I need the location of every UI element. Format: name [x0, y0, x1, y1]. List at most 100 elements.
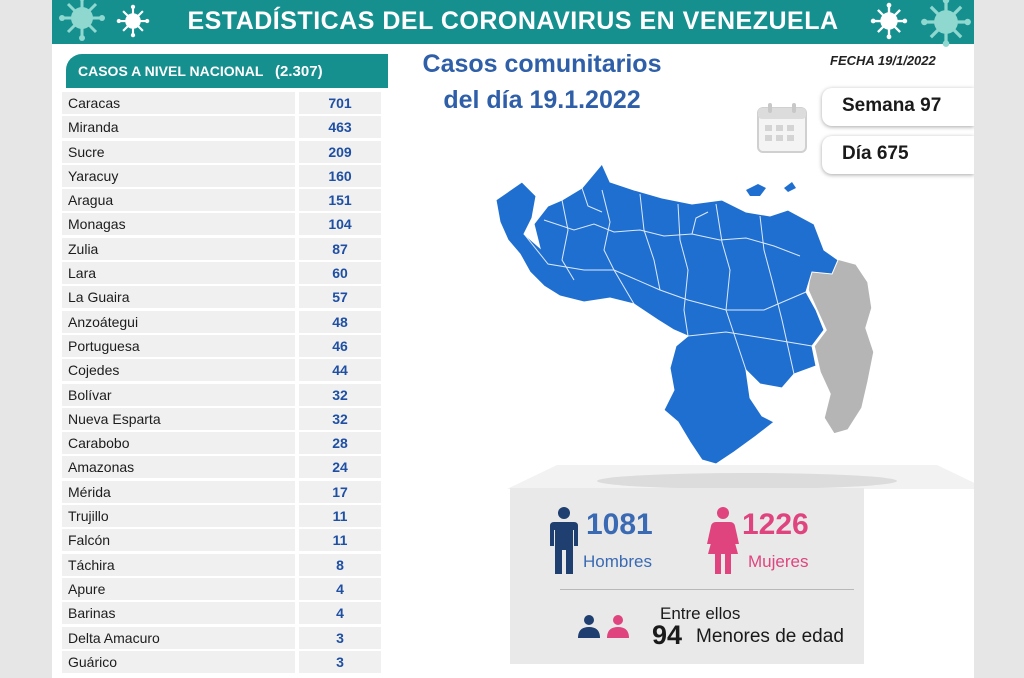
state-name: La Guaira — [62, 286, 295, 309]
state-row: Carabobo 28 — [62, 432, 390, 456]
left-margin-strip — [0, 0, 52, 678]
state-count: 46 — [299, 334, 381, 357]
men-label: Hombres — [583, 552, 652, 571]
state-row: Aragua 151 — [62, 189, 390, 213]
state-name: Portuguesa — [62, 334, 295, 357]
state-count: 48 — [299, 310, 381, 333]
state-row: Mérida 17 — [62, 480, 390, 505]
state-count: 11 — [299, 505, 381, 528]
state-row: Lara 60 — [62, 262, 390, 286]
state-count: 3 — [299, 626, 381, 649]
state-count: 24 — [299, 456, 381, 479]
state-name: Mérida — [62, 480, 295, 503]
venezuela-map — [495, 163, 875, 465]
state-name: Falcón — [62, 529, 295, 552]
margarita-island — [746, 184, 766, 196]
title-line-1: Casos comunitarios — [422, 50, 662, 78]
state-name: Trujillo — [62, 505, 295, 528]
week-badge: Semana 97 — [822, 88, 974, 126]
state-name: Yaracuy — [62, 164, 295, 187]
state-row: Anzoátegui 48 — [62, 310, 390, 335]
state-name: Monagas — [62, 213, 295, 236]
state-row: Caracas 701 — [62, 92, 390, 116]
women-count: 1226 — [742, 508, 809, 541]
state-name: Nueva Esparta — [62, 407, 295, 430]
state-row: Amazonas 24 — [62, 456, 390, 480]
national-cases-label: CASOS A NIVEL NACIONAL — [78, 63, 264, 79]
state-name: Carabobo — [62, 432, 295, 455]
state-row: Barinas 4 — [62, 602, 390, 626]
state-row: Monagas 104 — [62, 213, 390, 237]
state-count: 151 — [299, 189, 381, 212]
day-badge: Día 675 — [822, 136, 974, 174]
state-count: 11 — [299, 529, 381, 552]
map-platform — [507, 465, 974, 489]
state-row: Cojedes 44 — [62, 359, 390, 383]
state-count: 32 — [299, 383, 381, 406]
state-count: 17 — [299, 480, 381, 503]
state-count: 60 — [299, 262, 381, 285]
state-name: Aragua — [62, 189, 295, 212]
stats-divider — [560, 589, 854, 590]
state-name: Zulia — [62, 237, 295, 260]
title-line-2: del día 19.1.2022 — [443, 86, 641, 114]
state-row: Delta Amacuro 3 — [62, 626, 390, 651]
state-name: Bolívar — [62, 383, 295, 406]
national-cases-panel: CASOS A NIVEL NACIONAL (2.307) Caracas 70… — [62, 54, 390, 678]
state-count: 44 — [299, 359, 381, 382]
state-name: Delta Amacuro — [62, 626, 295, 649]
man-icon — [550, 507, 578, 574]
gender-stats-box: 1081 Hombres 1226 Mujeres Entre ellos 94… — [510, 488, 864, 664]
state-count: 57 — [299, 286, 381, 309]
state-row: Portuguesa 46 — [62, 334, 390, 359]
state-name: Lara — [62, 262, 295, 285]
women-label: Mujeres — [748, 552, 809, 571]
national-cases-total: (2.307) — [275, 63, 323, 80]
state-name: Guárico — [62, 650, 295, 673]
state-borders — [523, 187, 813, 375]
banner-title: ESTADÍSTICAS DEL CORONAVIRUS EN VENEZUEL… — [187, 7, 839, 35]
state-row: Yaracuy 160 — [62, 164, 390, 189]
state-name: Cojedes — [62, 359, 295, 382]
woman-icon — [707, 507, 739, 574]
state-count: 28 — [299, 432, 381, 455]
men-count: 1081 — [586, 508, 653, 541]
state-name: Caracas — [62, 92, 295, 114]
state-row: Guárico 3 — [62, 650, 390, 675]
national-cases-header: CASOS A NIVEL NACIONAL (2.307) — [66, 54, 388, 88]
state-name: Sucre — [62, 140, 295, 163]
title-banner: ESTADÍSTICAS DEL CORONAVIRUS EN VENEZUEL… — [52, 0, 974, 47]
venezuela-mainland — [495, 163, 839, 465]
minors-label: Menores de edad — [696, 626, 844, 647]
state-name: Miranda — [62, 116, 295, 139]
date-label: FECHA 19/1/2022 — [830, 53, 936, 68]
state-name: Táchira — [62, 553, 295, 576]
state-row: Zulia 87 — [62, 237, 390, 262]
virus-icon — [116, 4, 150, 38]
states-table: Caracas 701 Miranda 463 Sucre 209 Yaracuy 160 Ar… — [62, 92, 390, 675]
state-count: 463 — [299, 116, 381, 139]
state-count: 8 — [299, 553, 381, 576]
state-count: 209 — [299, 140, 381, 163]
state-row: Táchira 8 — [62, 553, 390, 578]
state-count: 160 — [299, 164, 381, 187]
minors-icon — [578, 615, 629, 638]
state-name: Apure — [62, 577, 295, 600]
state-count: 104 — [299, 213, 381, 236]
state-count: 3 — [299, 650, 381, 673]
community-cases-title: Casos comunitarios del día 19.1.2022 — [392, 46, 692, 118]
state-count: 4 — [299, 577, 381, 600]
state-row: Miranda 463 — [62, 116, 390, 140]
state-name: Barinas — [62, 602, 295, 625]
virus-icon — [59, 0, 105, 41]
disputed-territory — [807, 257, 875, 435]
state-count: 701 — [299, 92, 381, 114]
right-margin-strip — [974, 0, 1024, 678]
state-row: Bolívar 32 — [62, 383, 390, 408]
infographic: ESTADÍSTICAS DEL CORONAVIRUS EN VENEZUEL… — [52, 0, 974, 678]
island-east — [784, 182, 796, 192]
calendar-icon — [757, 103, 807, 153]
minors-count: 94 — [652, 620, 683, 650]
state-name: Anzoátegui — [62, 310, 295, 333]
state-row: La Guaira 57 — [62, 286, 390, 310]
